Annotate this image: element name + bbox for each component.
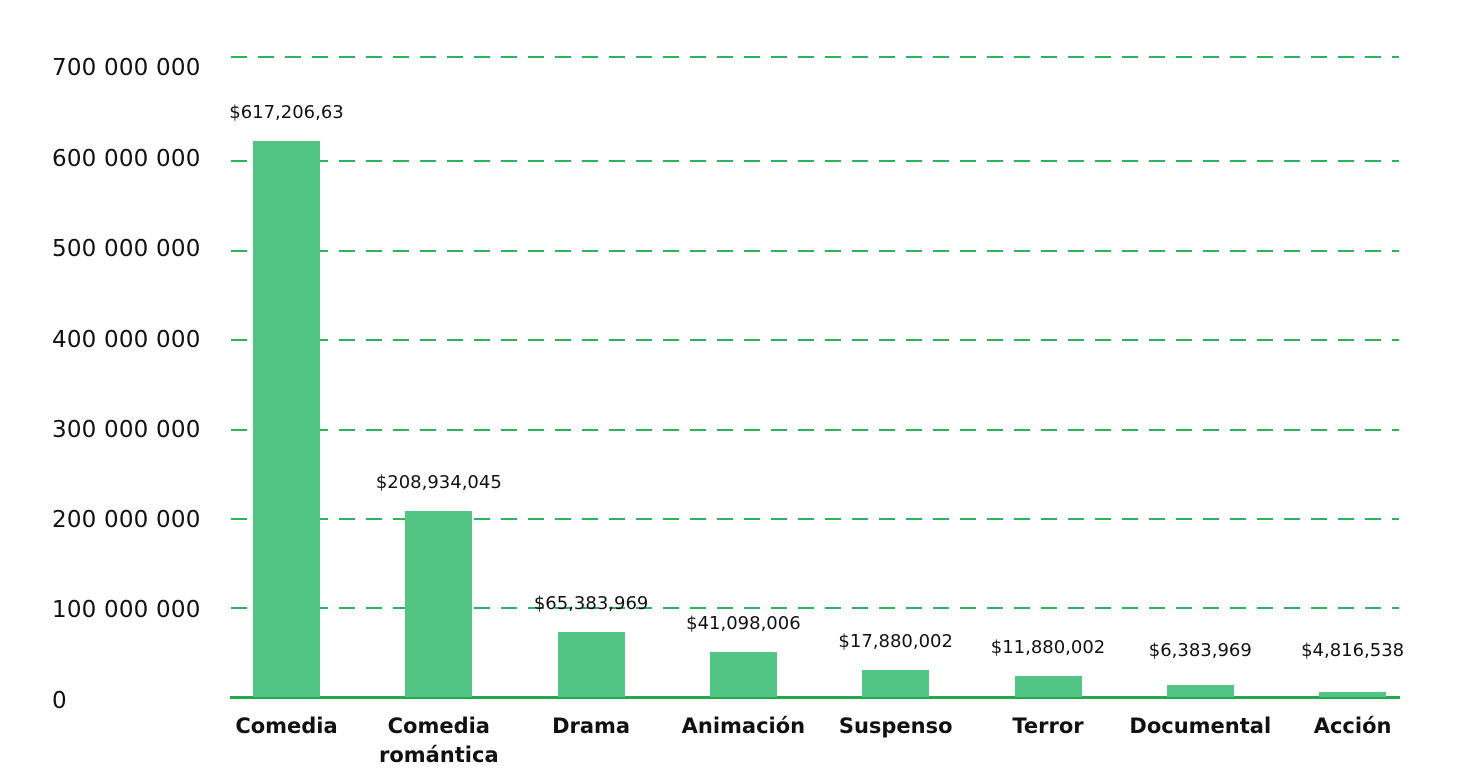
gridline (231, 160, 1399, 162)
bar (709, 652, 777, 697)
gridline (231, 518, 1399, 520)
y-tick-label: 300 000 000 (52, 417, 201, 443)
bar (557, 632, 625, 697)
category-label-line: Drama (552, 714, 631, 738)
category-label: Acción (1314, 712, 1392, 741)
gridline (231, 607, 1399, 609)
x-axis-baseline (230, 696, 1400, 699)
category-label: Comedia romántica (379, 712, 499, 770)
bar (253, 141, 320, 697)
value-label: $11,880,002 (990, 637, 1106, 658)
y-tick-label: 500 000 000 (52, 236, 201, 262)
category-label-line: Terror (1012, 714, 1084, 738)
y-tick-label: 700 000 000 (52, 55, 201, 81)
bar (1014, 676, 1082, 697)
y-tick-label: 100 000 000 (52, 597, 201, 623)
category-label-line: Suspenso (838, 714, 953, 738)
category-label: Documental (1129, 712, 1271, 741)
category-label-line: Documental (1129, 714, 1272, 738)
y-tick-label: 600 000 000 (52, 146, 201, 172)
category-label-line: Animación (681, 714, 806, 738)
gridline (231, 339, 1399, 341)
category-label-line: romántica (378, 743, 499, 767)
category-label-line: Comedia (387, 714, 490, 738)
category-label: Animación (682, 712, 805, 741)
value-label: $17,880,002 (838, 631, 953, 652)
value-label: $208,934,045 (375, 472, 502, 493)
y-tick-label: 0 (52, 688, 67, 714)
gridline (231, 429, 1399, 431)
y-tick-label: 400 000 000 (52, 327, 201, 353)
value-label: $6,383,969 (1148, 640, 1252, 661)
value-label: $617,206,63 (229, 102, 344, 123)
category-label: Suspenso (839, 712, 953, 741)
value-label: $65,383,969 (533, 593, 649, 614)
bar (1319, 692, 1387, 697)
y-tick-label: 200 000 000 (52, 507, 201, 533)
bar (1166, 685, 1234, 697)
category-label: Drama (552, 712, 630, 741)
value-label: $4,816,538 (1301, 640, 1405, 661)
category-label: Comedia (235, 712, 337, 741)
value-label: $41,098,006 (686, 613, 801, 634)
gridline (231, 56, 1399, 58)
bar (405, 511, 473, 697)
category-label-line: Acción (1313, 714, 1392, 738)
category-label: Terror (1012, 712, 1083, 741)
gridline (231, 250, 1399, 252)
bar (862, 670, 930, 697)
category-label-line: Comedia (235, 714, 338, 738)
